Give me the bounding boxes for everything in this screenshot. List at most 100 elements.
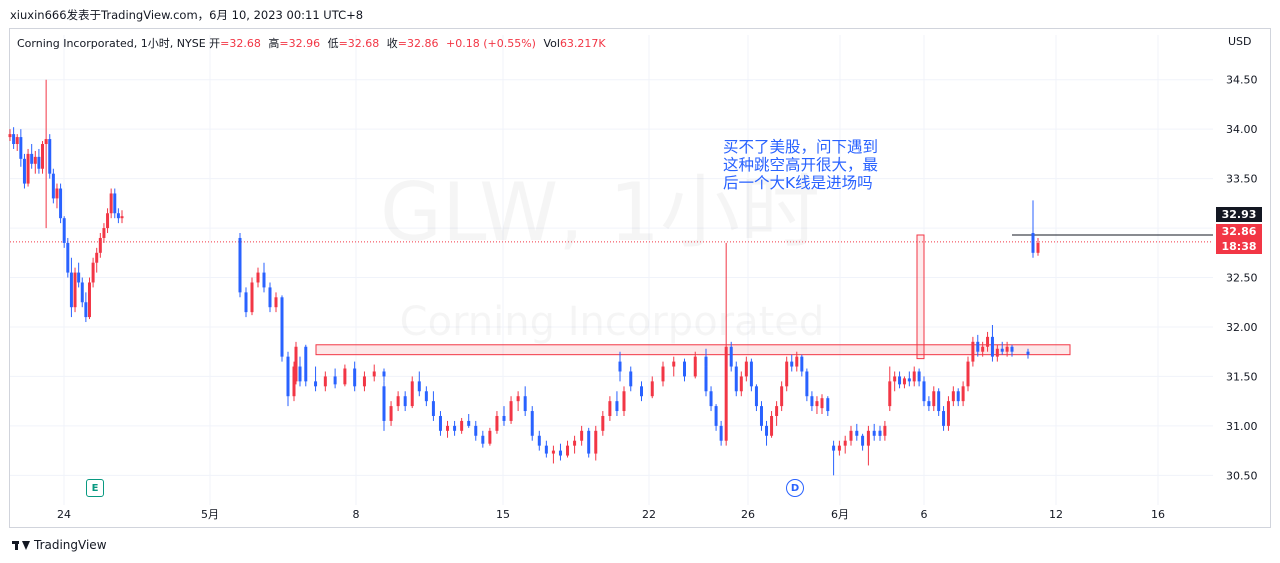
candle <box>33 150 37 174</box>
candle <box>770 411 774 438</box>
y-tick-label: 31.00 <box>1226 420 1258 433</box>
candle <box>898 371 902 389</box>
candle-body <box>33 156 37 164</box>
candle <box>826 396 830 416</box>
candle <box>274 292 278 313</box>
candle-body <box>754 386 758 407</box>
candle-body <box>424 391 428 402</box>
candle <box>661 361 665 387</box>
candle <box>800 354 804 377</box>
candle <box>55 183 59 209</box>
currency-label[interactable]: USD <box>1228 35 1252 48</box>
candle <box>888 366 892 412</box>
candle <box>298 356 302 387</box>
candle <box>765 420 769 446</box>
candle <box>724 242 728 446</box>
candle <box>946 396 950 431</box>
candle <box>1036 237 1040 256</box>
y-tick-label: 32.50 <box>1226 272 1258 285</box>
candle <box>120 210 124 224</box>
candle <box>268 282 272 313</box>
candle-body <box>709 391 713 407</box>
candle-body <box>509 401 513 421</box>
candle-body <box>537 435 541 446</box>
candle <box>109 188 113 219</box>
candle <box>544 440 548 458</box>
tradingview-logo-icon <box>12 539 30 551</box>
close-value: =32.86 <box>397 37 439 50</box>
candle <box>714 404 718 431</box>
candle-body <box>87 282 91 318</box>
candle-body <box>759 406 763 426</box>
candle <box>51 168 55 204</box>
candle-body <box>98 237 102 253</box>
candle-body <box>661 366 665 382</box>
candle-body <box>372 371 376 377</box>
annotation-text[interactable]: 买不了美股，问下遇到 这种跳空高开很大，最 后一个大K线是进场吗 <box>723 138 879 192</box>
candle <box>805 368 809 402</box>
candle <box>84 292 88 323</box>
candle-body <box>343 368 347 385</box>
candle <box>294 341 298 385</box>
x-tick-label: 22 <box>642 508 656 521</box>
candle-body <box>714 406 718 426</box>
candle-body <box>888 381 892 407</box>
candle-body <box>238 237 242 293</box>
candle <box>849 425 853 446</box>
candle-body <box>837 445 841 451</box>
dividend-icon[interactable]: D <box>786 479 804 497</box>
candle-body <box>601 415 605 431</box>
candle-body <box>981 346 985 352</box>
footer-brand-text: TradingView <box>34 538 107 552</box>
candle-body <box>84 302 88 318</box>
candle <box>1010 344 1014 357</box>
candle-body <box>274 297 278 308</box>
candle <box>820 394 824 415</box>
candle <box>558 443 562 461</box>
candle-body <box>765 425 769 436</box>
candle-body <box>724 346 728 441</box>
candle <box>481 430 485 448</box>
candle-body <box>1036 242 1040 253</box>
candle-body <box>389 406 393 421</box>
candle <box>754 384 758 412</box>
candle-body <box>51 173 55 199</box>
candle-body <box>73 272 77 308</box>
candle <box>618 351 622 382</box>
candle-body <box>280 297 284 357</box>
candle <box>62 216 66 248</box>
candle <box>883 420 887 441</box>
candle <box>566 440 570 458</box>
candle-body <box>37 156 41 169</box>
footer-brand[interactable]: TradingView <box>12 538 107 552</box>
candle-body <box>62 218 66 243</box>
candle <box>672 356 676 377</box>
candle <box>872 423 876 441</box>
candle-body <box>431 401 435 416</box>
candle-body <box>502 415 506 421</box>
earnings-icon[interactable]: E <box>86 479 104 497</box>
candle <box>474 420 478 441</box>
candle <box>932 386 936 412</box>
y-tick-label: 31.50 <box>1226 370 1258 383</box>
watermark-name: Corning Incorporated <box>400 299 825 345</box>
candle <box>1026 348 1030 359</box>
candle-body <box>523 396 527 412</box>
candle-body <box>314 381 318 387</box>
open-value: =32.68 <box>220 37 261 50</box>
low-label: 低 <box>327 37 339 50</box>
candle-body <box>719 425 723 441</box>
candle <box>608 396 612 421</box>
candle <box>91 257 95 288</box>
candle-body <box>744 361 748 377</box>
candle-body <box>286 356 290 397</box>
candle-body <box>544 445 548 454</box>
candle <box>69 257 73 318</box>
candle-body <box>382 371 386 377</box>
candle-body <box>44 139 48 145</box>
candle-body <box>683 361 686 377</box>
candle-body <box>704 366 708 392</box>
candle-body <box>672 361 676 367</box>
candle-body <box>59 188 63 219</box>
